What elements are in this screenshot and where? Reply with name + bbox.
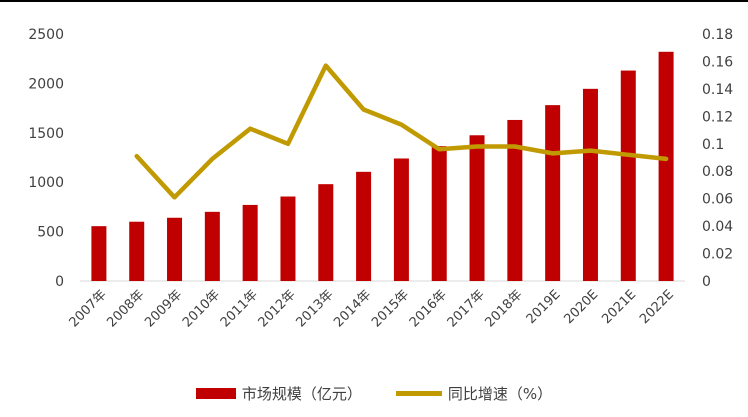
bar [431, 146, 447, 281]
y-right-tick-label: 0 [702, 274, 711, 290]
bar [582, 88, 598, 281]
x-tick-label: 2013年 [293, 287, 336, 330]
left-y-axis-ticks: 0 500 1000 1500 2000 2500 [28, 27, 64, 290]
y-right-tick-label: 0.08 [702, 164, 733, 180]
y-right-tick-label: 0.06 [702, 192, 733, 208]
bar [469, 135, 485, 281]
legend-label-market-size: 市场规模（亿元） [241, 384, 362, 403]
legend-label-growth: 同比增速（%） [447, 384, 553, 403]
x-tick-label: 2018年 [482, 287, 525, 330]
legend-item-market-size: 市场规模（亿元） [195, 383, 362, 404]
y-right-tick-label: 0.1 [702, 137, 724, 153]
x-tick-label: 2016年 [407, 287, 450, 330]
x-axis-ticks: 2007年2008年2009年2010年2011年2012年2013年2014年… [67, 287, 677, 330]
x-tick-label: 2014年 [331, 287, 374, 330]
market-size-growth-chart: 0 500 1000 1500 2000 2500 0 0.02 0.04 0.06 0.08 0.… [28, 27, 733, 330]
y-left-tick-label: 2000 [28, 76, 64, 92]
bar [507, 119, 523, 282]
y-right-tick-label: 0.12 [702, 109, 733, 125]
x-tick-label: 2007年 [67, 287, 110, 330]
legend-swatch-bar [195, 387, 236, 399]
bar [356, 171, 372, 281]
y-right-tick-label: 0.18 [702, 27, 733, 43]
legend-swatch-line [395, 390, 442, 396]
bar [393, 158, 409, 281]
bar [129, 221, 145, 281]
y-left-tick-label: 500 [37, 225, 64, 241]
x-tick-label: 2021E [599, 287, 639, 327]
bar [620, 70, 636, 281]
y-right-tick-label: 0.16 [702, 54, 733, 70]
y-left-tick-label: 1500 [28, 126, 64, 142]
bar [91, 226, 107, 281]
bar [545, 105, 561, 281]
y-right-tick-label: 0.02 [702, 247, 733, 263]
x-tick-label: 2008年 [104, 287, 147, 330]
x-tick-label: 2009年 [142, 287, 185, 330]
bar [167, 217, 183, 281]
bar [242, 204, 258, 281]
y-left-tick-label: 2500 [28, 27, 64, 43]
y-left-tick-label: 1000 [28, 175, 64, 191]
x-tick-label: 2017年 [445, 287, 488, 330]
x-tick-label: 2015年 [369, 287, 412, 330]
bar-series [91, 51, 674, 282]
y-right-tick-label: 0.04 [702, 219, 733, 235]
x-tick-label: 2010年 [180, 287, 223, 330]
x-tick-label: 2011年 [218, 287, 261, 330]
bar [318, 184, 334, 281]
bar [658, 51, 674, 282]
bar [280, 196, 296, 281]
y-right-tick-label: 0.14 [702, 82, 733, 98]
legend: 市场规模（亿元） 同比增速（%） [0, 380, 748, 406]
x-tick-label: 2020E [561, 287, 601, 327]
legend-item-growth: 同比增速（%） [395, 383, 553, 404]
y-left-tick-label: 0 [55, 274, 64, 290]
bar [204, 211, 220, 281]
growth-line [134, 63, 669, 200]
top-border [0, 0, 748, 2]
x-tick-label: 2012年 [256, 287, 299, 330]
x-tick-label: 2022E [637, 287, 677, 327]
right-y-axis-ticks: 0 0.02 0.04 0.06 0.08 0.1 0.12 0.14 0.16 0.18 [702, 27, 733, 290]
x-tick-label: 2019E [524, 287, 564, 327]
